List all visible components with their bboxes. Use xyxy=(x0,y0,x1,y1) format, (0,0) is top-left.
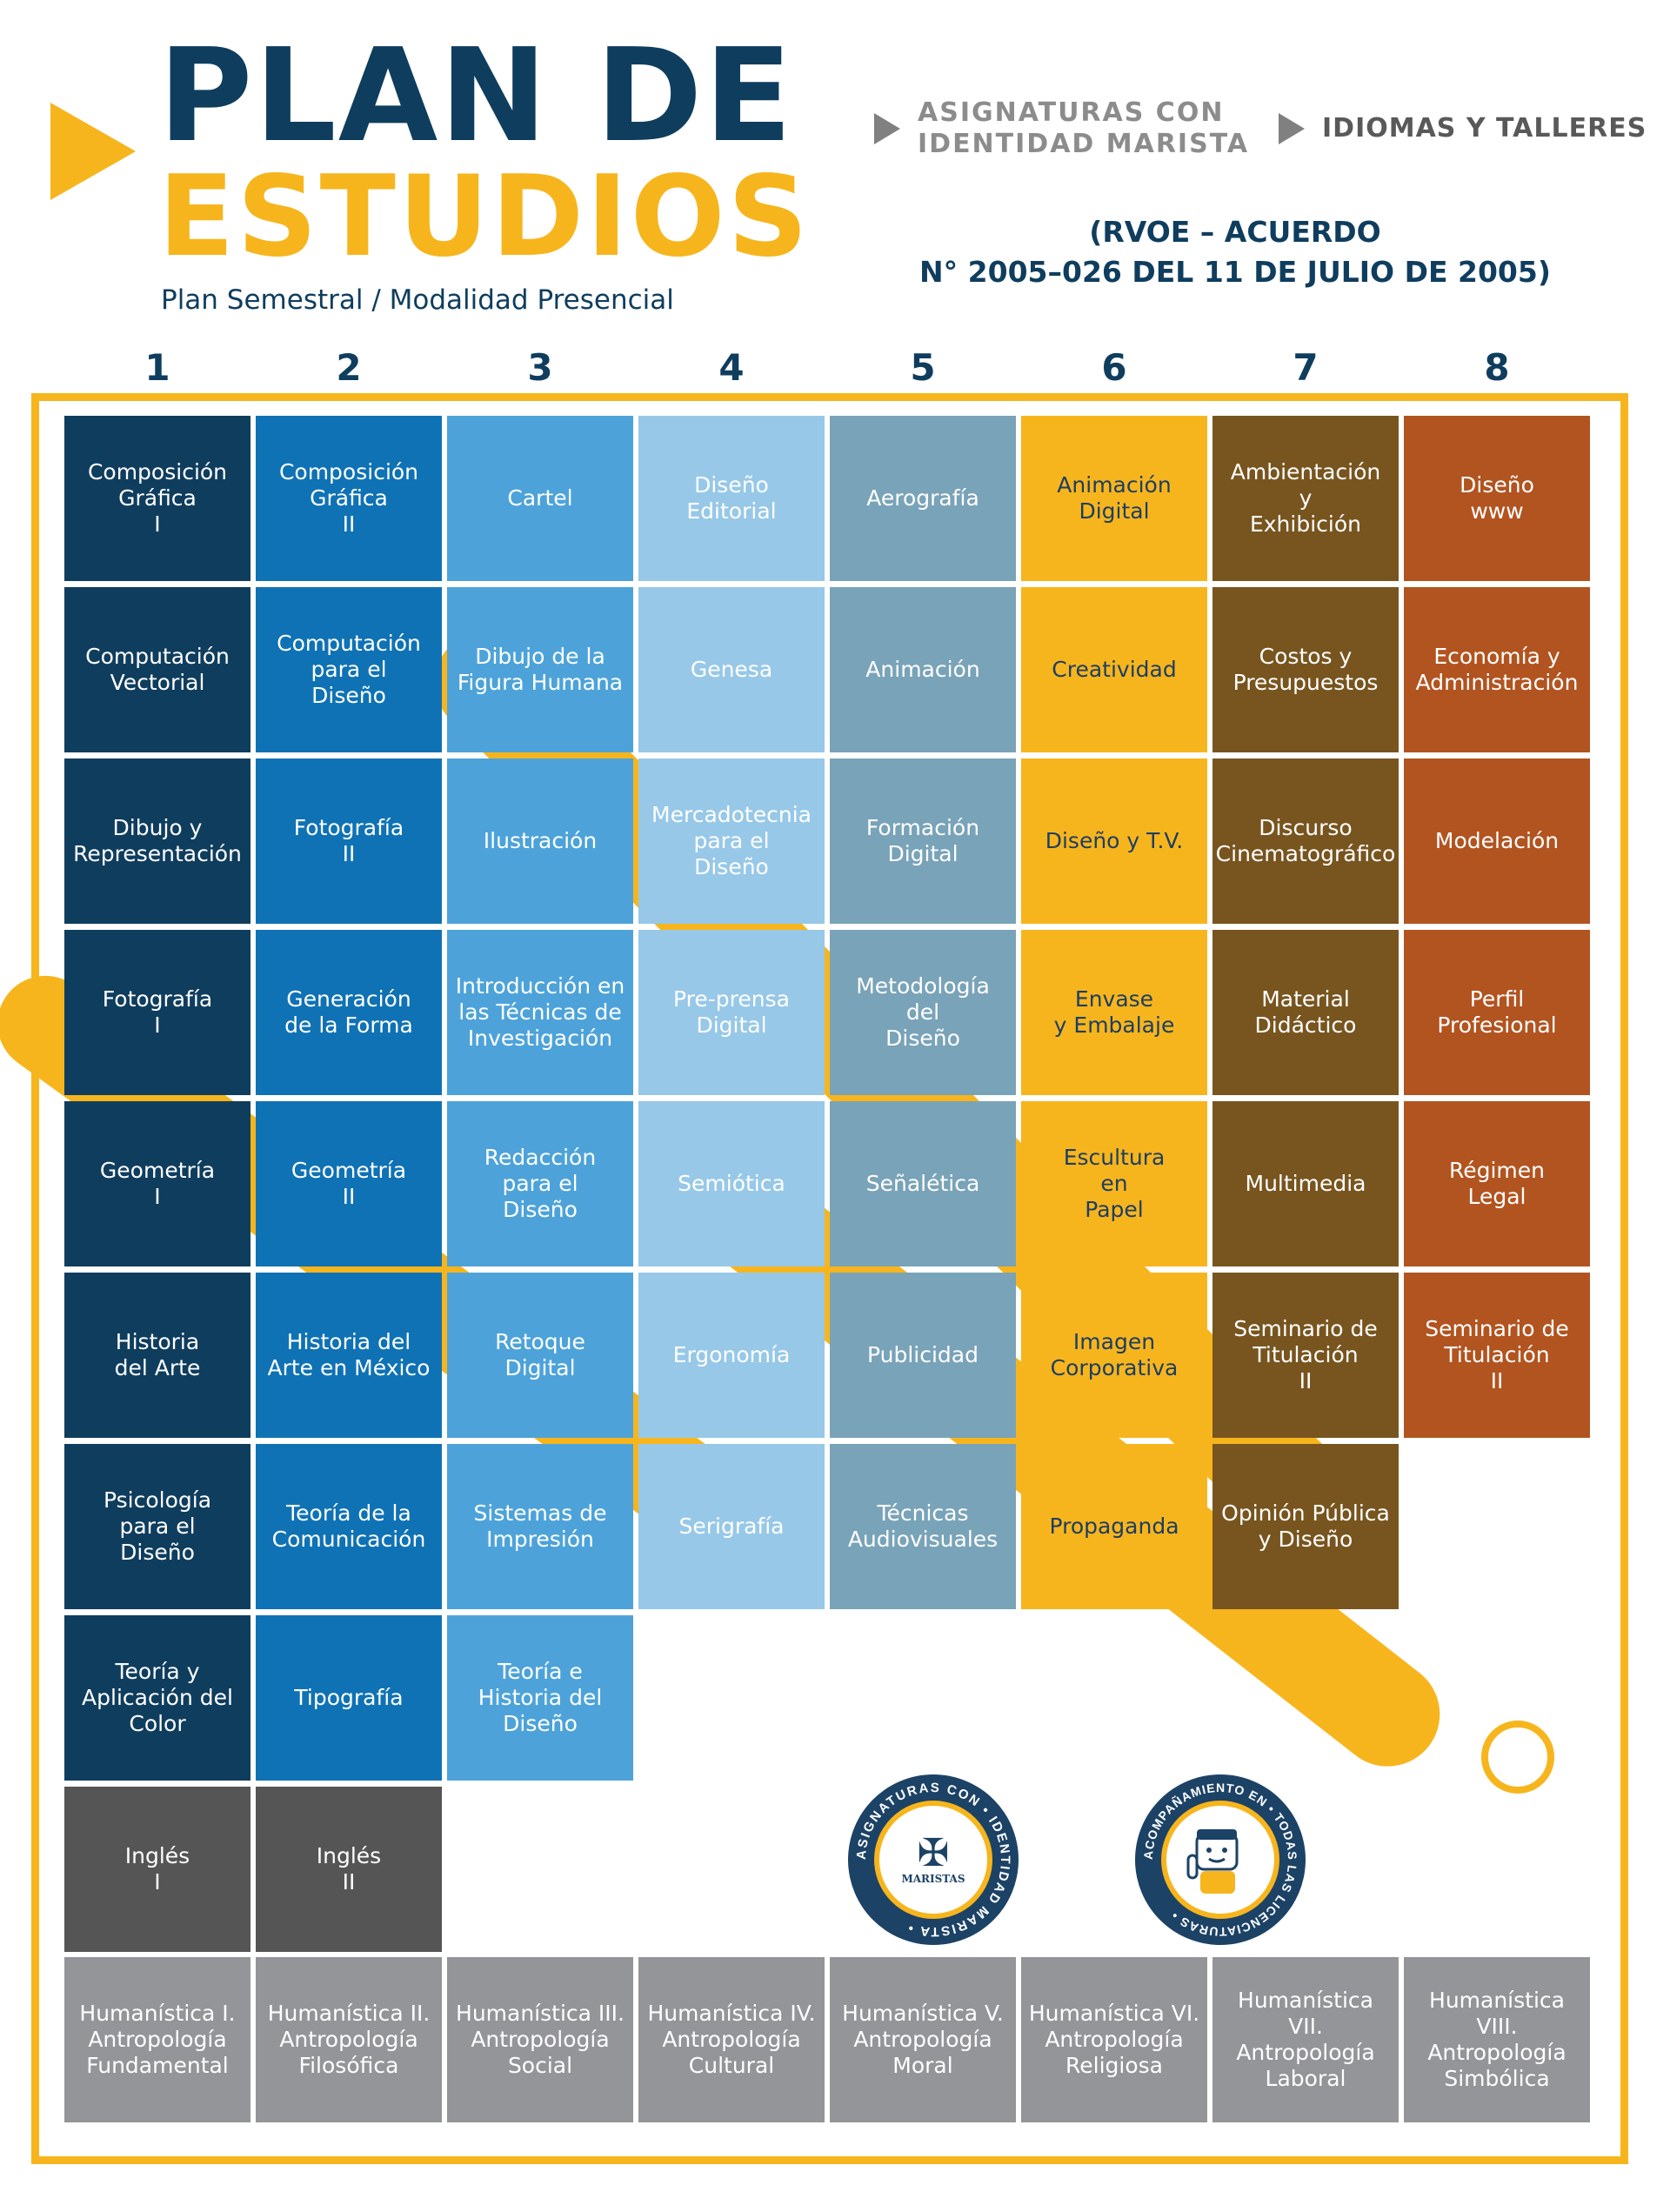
semester-number: 7 xyxy=(1293,346,1319,389)
subject-cell: Técnicas Audiovisuales xyxy=(830,1444,1016,1609)
language-cell: Inglés I xyxy=(64,1787,250,1952)
subject-cell: Retoque Digital xyxy=(447,1273,633,1438)
subject-cell: Animación Digital xyxy=(1021,416,1207,581)
subject-cell: Metodología del Diseño xyxy=(830,930,1016,1095)
humanities-cell: Humanística VII. Antropología Laboral xyxy=(1212,1957,1399,2122)
subject-cell: Computación Vectorial xyxy=(64,587,250,752)
subject-cell: Dibujo y Representación xyxy=(64,758,250,924)
subject-cell: Multimedia xyxy=(1212,1101,1399,1266)
humanities-cell: Humanística VI. Antropología Religiosa xyxy=(1021,1957,1207,2122)
humanities-cell: Humanística VIII. Antropología Simbólica xyxy=(1404,1957,1590,2122)
subject-cell: Geometría I xyxy=(64,1101,250,1266)
subject-cell: Economía y Administración xyxy=(1404,587,1590,752)
seal-center xyxy=(1161,1801,1279,1919)
semester-number: 5 xyxy=(910,346,936,389)
subject-cell: Redacción para el Diseño xyxy=(447,1101,633,1266)
semester-number: 8 xyxy=(1484,346,1510,389)
page-title: PLAN DE xyxy=(158,21,794,170)
semester-number: 1 xyxy=(144,346,170,389)
subject-cell: Aerografía xyxy=(830,416,1016,581)
subject-cell: Dibujo de la Figura Humana xyxy=(447,587,633,752)
subject-cell: Serigrafía xyxy=(638,1444,825,1609)
page-subtitle: Plan Semestral / Modalidad Presencial xyxy=(161,284,674,316)
subject-cell: Introducción en las Técnicas de Investig… xyxy=(447,930,633,1095)
legend-marist-subjects: ASIGNATURAS CON IDENTIDAD MARISTA xyxy=(874,97,1249,160)
subject-cell: Creatividad xyxy=(1021,587,1207,752)
subject-cell: Tipografía xyxy=(256,1615,442,1781)
subject-cell: Ilustración xyxy=(447,758,633,924)
subject-cell: Formación Digital xyxy=(830,758,1016,924)
subject-cell: Sistemas de Impresión xyxy=(447,1444,633,1609)
subject-cell: Animación xyxy=(830,587,1016,752)
seal-center-label: MARISTAS xyxy=(901,1873,965,1885)
subject-cell: Costos y Presupuestos xyxy=(1212,587,1399,752)
subject-cell: Genesa xyxy=(638,587,825,752)
humanities-cell: Humanística IV. Antropología Cultural xyxy=(638,1957,825,2122)
subject-cell: Publicidad xyxy=(830,1273,1016,1438)
subject-cell: Seminario de Titulación II xyxy=(1404,1273,1590,1438)
subject-cell: Régimen Legal xyxy=(1404,1101,1590,1266)
subject-cell: Material Didáctico xyxy=(1212,930,1399,1095)
accompaniment-seal: ACOMPAÑAMIENTO EN • TODAS LAS LICENCIATU… xyxy=(1135,1774,1306,1945)
legend-label: ASIGNATURAS CON IDENTIDAD MARISTA xyxy=(918,97,1250,159)
subject-cell: Imagen Corporativa xyxy=(1021,1273,1207,1438)
humanities-cell: Humanística I. Antropología Fundamental xyxy=(64,1957,250,2122)
subject-cell: Fotografía I xyxy=(64,930,250,1095)
legend-label: IDIOMAS Y TALLERES xyxy=(1322,113,1647,144)
play-triangle-icon xyxy=(874,113,900,144)
subject-cell: Envase y Embalaje xyxy=(1021,930,1207,1095)
subject-cell: Perfil Profesional xyxy=(1404,930,1590,1095)
subject-cell: Discurso Cinematográfico xyxy=(1212,758,1399,924)
page-title-second-line: ESTUDIOS xyxy=(158,152,811,282)
humanities-cell: Humanística II. Antropología Filosófica xyxy=(256,1957,442,2122)
subject-cell: Composición Gráfica I xyxy=(64,416,250,581)
subject-cell: Diseño www xyxy=(1404,416,1590,581)
rvoe-agreement: (RVOE – ACUERDO N° 2005–026 DEL 11 DE JU… xyxy=(919,215,1551,289)
humanities-cell: Humanística III. Antropología Social xyxy=(447,1957,633,2122)
subject-cell: Ambientación y Exhibición xyxy=(1212,416,1399,581)
subject-cell: Teoría e Historia del Diseño xyxy=(447,1615,633,1781)
subject-cell: Modelación xyxy=(1404,758,1590,924)
subject-cell: Diseño y T.V. xyxy=(1021,758,1207,924)
subject-cell: Psicología para el Diseño xyxy=(64,1444,250,1609)
subject-cell: Semiótica xyxy=(638,1101,825,1266)
student-mascot-icon xyxy=(1186,1829,1239,1894)
subject-cell: Computación para el Diseño xyxy=(256,587,442,752)
semester-number: 6 xyxy=(1101,346,1127,389)
semester-number: 2 xyxy=(336,346,362,389)
subject-cell: Señalética xyxy=(830,1101,1016,1266)
decorative-ring xyxy=(1481,1721,1554,1794)
subject-cell: Mercadotecnia para el Diseño xyxy=(638,758,825,924)
subject-cell: Propaganda xyxy=(1021,1444,1207,1609)
language-cell: Inglés II xyxy=(256,1787,442,1952)
humanities-cell: Humanística V. Antropología Moral xyxy=(830,1957,1016,2122)
seal-center: ✠ MARISTAS xyxy=(874,1801,992,1919)
semester-number: 4 xyxy=(718,346,745,389)
subject-cell: Generación de la Forma xyxy=(256,930,442,1095)
subject-cell: Pre-prensa Digital xyxy=(638,930,825,1095)
play-triangle-icon xyxy=(1279,113,1305,144)
semester-number: 3 xyxy=(527,346,553,389)
subject-cell: Ergonomía xyxy=(638,1273,825,1438)
subject-cell: Historia del Arte en México xyxy=(256,1273,442,1438)
subject-cell: Seminario de Titulación II xyxy=(1212,1273,1399,1438)
subject-cell: Escultura en Papel xyxy=(1021,1101,1207,1266)
subject-cell: Diseño Editorial xyxy=(638,416,825,581)
grid-frame xyxy=(31,393,1628,2164)
marist-monogram-icon: ✠ xyxy=(917,1831,950,1875)
subject-cell: Cartel xyxy=(447,416,633,581)
marist-identity-seal: ASIGNATURAS CON • IDENTIDAD MARISTA • ✠ … xyxy=(848,1774,1019,1945)
subject-cell: Teoría y Aplicación del Color xyxy=(64,1615,250,1781)
legend-languages-workshops: IDIOMAS Y TALLERES xyxy=(1279,113,1647,144)
subject-cell: Fotografía II xyxy=(256,758,442,924)
subject-cell: Opinión Pública y Diseño xyxy=(1212,1444,1399,1609)
subject-cell: Teoría de la Comunicación xyxy=(256,1444,442,1609)
subject-cell: Geometría II xyxy=(256,1101,442,1266)
subject-cell: Composición Gráfica II xyxy=(256,416,442,581)
play-triangle-icon xyxy=(50,103,136,200)
subject-cell: Historia del Arte xyxy=(64,1273,250,1438)
